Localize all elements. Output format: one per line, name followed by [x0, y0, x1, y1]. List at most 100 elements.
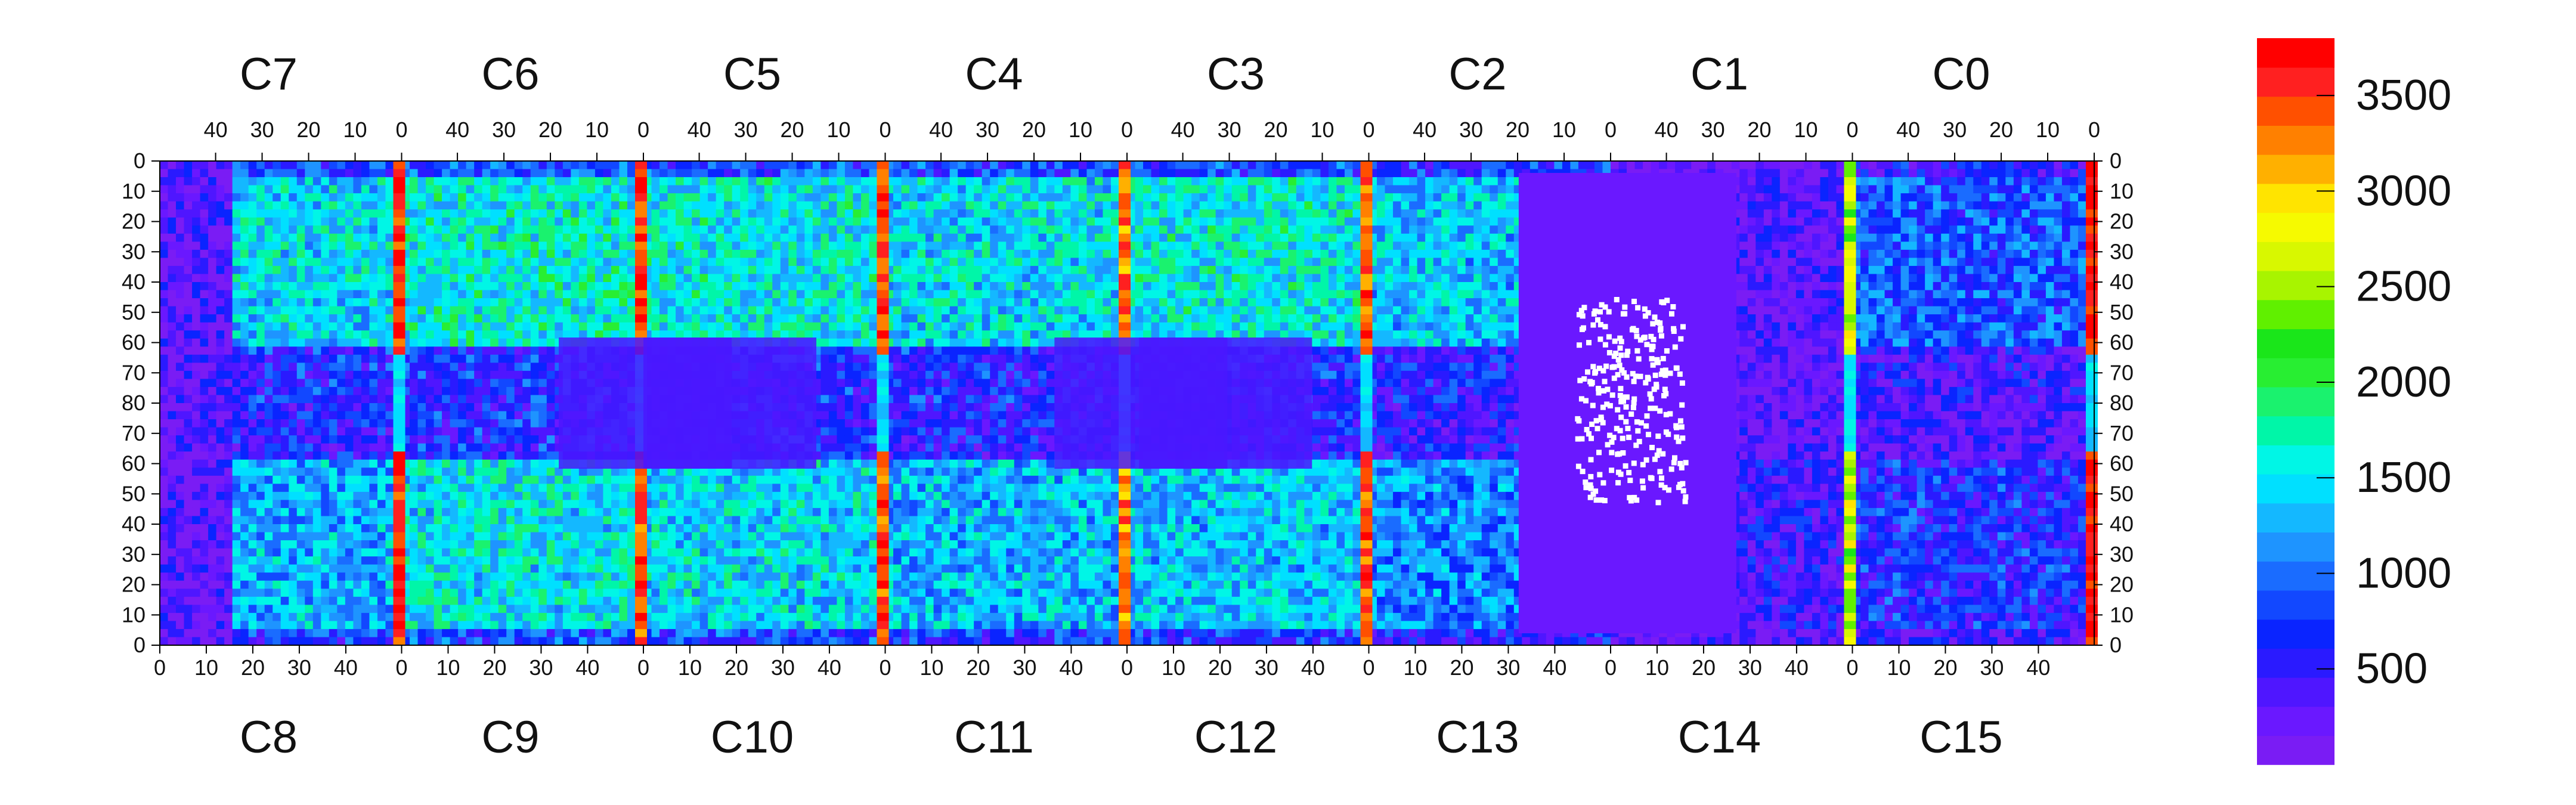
heatmap-cell: [1191, 323, 1200, 331]
heatmap-cell: [1893, 185, 1901, 194]
heatmap-cell: [982, 250, 990, 258]
heatmap-cell: [861, 218, 869, 226]
heatmap-cell: [925, 323, 934, 331]
heatmap-cell: [1941, 298, 1949, 306]
heatmap-cell: [1885, 193, 1893, 202]
heatmap-cell: [764, 169, 773, 178]
heatmap-cell: [1755, 250, 1764, 258]
heatmap-cell: [474, 306, 482, 315]
heatmap-cell: [1933, 161, 1942, 169]
heatmap-cell: [571, 250, 579, 258]
heatmap-cell: [1312, 266, 1321, 274]
heatmap-cell: [168, 242, 177, 250]
heatmap-cell: [893, 177, 902, 185]
heatmap-cell: [1498, 234, 1506, 242]
heatmap-cell: [1103, 298, 1111, 306]
heatmap-cell: [804, 323, 813, 331]
heatmap-cell: [1973, 266, 1981, 274]
heatmap-cell: [1046, 225, 1055, 234]
heatmap-cell: [845, 225, 853, 234]
heatmap-cell: [2078, 202, 2086, 210]
heatmap-cell: [538, 177, 547, 185]
heatmap-cell: [1377, 274, 1385, 282]
heatmap-cell: [1385, 225, 1394, 234]
heatmap-cell: [1860, 266, 1869, 274]
heatmap-cell: [797, 234, 805, 242]
heatmap-cell: [1329, 274, 1337, 282]
heatmap-cell: [611, 298, 620, 306]
heatmap-cell: [2021, 202, 2030, 210]
heatmap-cell: [708, 266, 716, 274]
heatmap-cell: [353, 258, 361, 266]
heatmap-cell: [603, 250, 611, 258]
heatmap-cell: [474, 314, 482, 323]
heatmap-cell: [1288, 242, 1296, 250]
heatmap-cell: [1788, 250, 1796, 258]
heatmap-cell: [732, 314, 741, 323]
heatmap-cell: [1909, 306, 1917, 315]
heatmap-cell: [1925, 290, 1933, 299]
heatmap-cell: [1441, 323, 1450, 331]
heatmap-cell: [442, 185, 450, 194]
heatmap-cell: [265, 290, 273, 299]
heatmap-cell: [1224, 250, 1232, 258]
heatmap-cell: [1812, 242, 1820, 250]
heatmap-cell: [845, 306, 853, 315]
heatmap-cell: [2046, 161, 2054, 169]
heatmap-cell: [861, 290, 869, 299]
heatmap-cell: [1877, 258, 1885, 266]
heatmap-cell: [925, 282, 934, 290]
heatmap-cell: [1498, 258, 1506, 266]
heatmap-cell: [563, 323, 571, 331]
heatmap-cell: [781, 177, 789, 185]
heatmap-cell: [1917, 177, 1925, 185]
heatmap-cell: [176, 258, 184, 266]
heatmap-cell: [1288, 323, 1296, 331]
heatmap-cell: [1054, 306, 1063, 315]
heatmap-cell: [200, 314, 209, 323]
heatmap-cell: [1748, 274, 1756, 282]
heatmap-cell: [176, 225, 184, 234]
heatmap-cell: [1466, 202, 1474, 210]
heatmap-cell: [506, 242, 515, 250]
heatmap-cell: [990, 193, 998, 202]
heatmap-cell: [1998, 266, 2006, 274]
heatmap-cell: [1498, 290, 1506, 299]
heatmap-cell: [1168, 298, 1176, 306]
heatmap-cell: [200, 258, 209, 266]
heatmap-cell: [2078, 161, 2086, 169]
heatmap-cell: [1925, 314, 1933, 323]
heatmap-cell: [1264, 266, 1272, 274]
heatmap-cell: [1836, 202, 1844, 210]
heatmap-cell: [273, 242, 281, 250]
heatmap-cell: [1788, 161, 1796, 169]
heatmap-cell: [1498, 274, 1506, 282]
heatmap-cell: [563, 209, 571, 218]
heatmap-cell: [2062, 242, 2070, 250]
heatmap-cell: [1506, 266, 1514, 274]
heatmap-cell: [1957, 185, 1965, 194]
heatmap-cell: [1957, 306, 1965, 315]
heatmap-cell: [233, 250, 241, 258]
heatmap-cell: [1965, 225, 1974, 234]
heatmap-cell: [772, 298, 781, 306]
heatmap-cell: [1901, 177, 1909, 185]
heatmap-cell: [1377, 323, 1385, 331]
heatmap-cell: [732, 306, 741, 315]
heatmap-cell: [1901, 266, 1909, 274]
heatmap-cell: [1473, 202, 1482, 210]
heatmap-cell: [1143, 234, 1151, 242]
heatmap-cell: [538, 185, 547, 194]
heatmap-cell: [1175, 282, 1184, 290]
heatmap-cell: [1054, 177, 1063, 185]
heatmap-cell: [369, 177, 377, 185]
heatmap-cell: [224, 298, 233, 306]
heatmap-cell: [1264, 169, 1272, 178]
heatmap-cell: [982, 234, 990, 242]
heatmap-cell: [555, 193, 563, 202]
heatmap-cell: [1772, 298, 1780, 306]
heatmap-cell: [1095, 161, 1103, 169]
heatmap-cell: [845, 161, 853, 169]
heatmap-cell: [2070, 282, 2078, 290]
heatmap-cell: [1772, 225, 1780, 234]
